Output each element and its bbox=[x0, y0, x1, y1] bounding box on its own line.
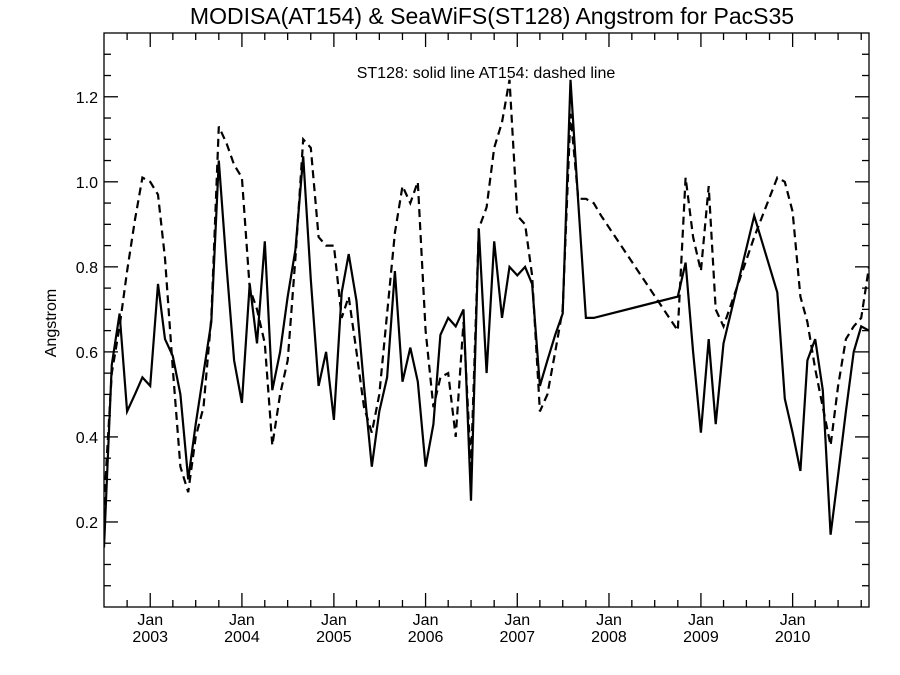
series-annotation: ST128: solid line AT154: dashed line bbox=[357, 65, 616, 82]
x-tick-year-label: 2009 bbox=[683, 629, 719, 646]
x-tick-year-label: 2007 bbox=[499, 629, 535, 646]
x-tick-year-label: 2004 bbox=[224, 629, 260, 646]
y-tick-label: 0.6 bbox=[76, 345, 98, 362]
x-tick-month-label: Jan bbox=[321, 612, 347, 629]
y-tick-label: 0.4 bbox=[76, 430, 98, 447]
y-tick-label: 1.2 bbox=[76, 90, 98, 107]
x-tick-month-label: Jan bbox=[596, 612, 622, 629]
chart-title: MODISA(AT154) & SeaWiFS(ST128) Angstrom … bbox=[190, 3, 794, 29]
ticks-layer: 0.20.40.60.81.01.2Jan2003Jan2004Jan2005J… bbox=[76, 33, 869, 646]
axes bbox=[103, 32, 870, 608]
x-tick-month-label: Jan bbox=[504, 612, 530, 629]
y-tick-label: 0.2 bbox=[76, 515, 98, 532]
y-tick-label: 1.0 bbox=[76, 175, 98, 192]
x-tick-year-label: 2003 bbox=[132, 629, 168, 646]
x-tick-year-label: 2010 bbox=[775, 629, 811, 646]
x-tick-year-label: 2008 bbox=[591, 629, 627, 646]
x-tick-month-label: Jan bbox=[229, 612, 255, 629]
x-tick-month-label: Jan bbox=[780, 612, 806, 629]
x-tick-month-label: Jan bbox=[413, 612, 439, 629]
y-tick-label: 0.8 bbox=[76, 260, 98, 277]
y-axis-label: Angstrom bbox=[43, 289, 60, 357]
series-at154-dashed-line bbox=[104, 79, 869, 506]
series-st128-solid-line bbox=[104, 79, 869, 548]
x-tick-month-label: Jan bbox=[137, 612, 163, 629]
x-tick-month-label: Jan bbox=[688, 612, 714, 629]
x-tick-year-label: 2005 bbox=[316, 629, 352, 646]
x-tick-year-label: 2006 bbox=[408, 629, 444, 646]
plot-frame bbox=[103, 32, 870, 608]
series-layer bbox=[104, 79, 869, 548]
